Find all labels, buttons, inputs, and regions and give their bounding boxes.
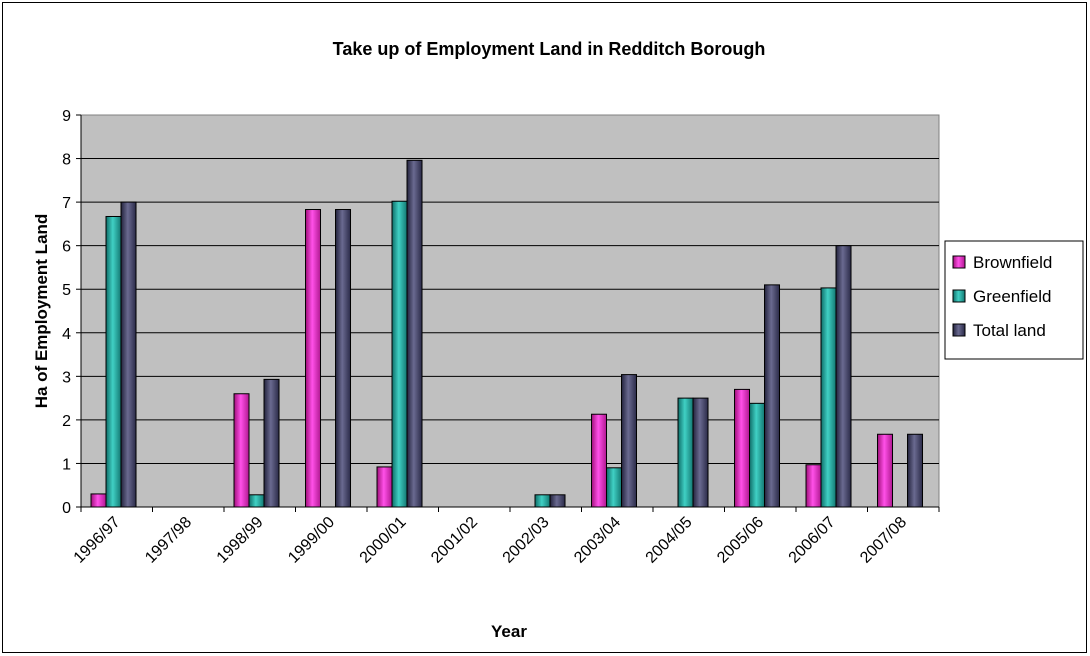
bar-total-land-2004-05 [692, 397, 709, 508]
x-tick-label: 2001/02 [428, 514, 481, 567]
y-tick-label: 2 [62, 413, 71, 430]
bar-greenfield-1998-99 [248, 494, 265, 508]
bar-brownfield-1996-97 [90, 493, 107, 508]
bar-total-land-1998-99 [263, 378, 280, 508]
bar-greenfield-2002-03 [534, 494, 551, 508]
bar-total-land-2002-03 [549, 494, 566, 508]
bar-brownfield-2000-01 [376, 466, 393, 508]
x-tick-label: 2006/07 [786, 514, 839, 567]
legend: Brownfield Greenfield Total land [944, 240, 1084, 360]
legend-swatch-brownfield [952, 255, 966, 269]
y-tick-label: 7 [62, 195, 71, 212]
bar-total-land-1996-97 [120, 201, 137, 508]
y-tick-label: 9 [62, 108, 71, 125]
plot-area [80, 114, 940, 508]
x-tick-label: 2007/08 [857, 514, 910, 567]
bar-brownfield-2003-04 [591, 413, 608, 508]
bar-greenfield-2000-01 [391, 200, 408, 508]
bar-greenfield-2003-04 [606, 467, 623, 508]
y-tick-label: 3 [62, 369, 71, 386]
y-tick-label: 4 [62, 326, 71, 343]
x-axis-label: Year [491, 622, 527, 641]
x-tick-label: 2004/05 [643, 514, 696, 567]
bar-total-land-2003-04 [621, 374, 638, 508]
x-tick-label: 1998/99 [214, 514, 267, 567]
y-tick-label: 1 [62, 456, 71, 473]
legend-label-greenfield: Greenfield [973, 287, 1051, 306]
legend-swatch-total-land [952, 323, 966, 337]
bar-greenfield-2006-07 [820, 287, 837, 508]
y-tick-label: 5 [62, 282, 71, 299]
x-tick-label: 2003/04 [571, 514, 624, 567]
bar-total-land-2006-07 [835, 245, 852, 508]
x-tick-label: 2002/03 [500, 514, 553, 567]
x-tick-label: 1996/97 [71, 514, 124, 567]
y-tick-label: 0 [62, 500, 71, 517]
bar-brownfield-2006-07 [805, 464, 822, 508]
y-axis: 0 1 2 3 4 5 6 7 8 9 [62, 108, 82, 517]
bar-brownfield-1999-00 [305, 209, 322, 508]
y-tick-label: 6 [62, 239, 71, 256]
y-tick-label: 8 [62, 152, 71, 169]
chart: Take up of Employment Land in Redditch B… [32, 39, 1084, 641]
bar-greenfield-2005-06 [749, 402, 766, 508]
x-tick-label: 2005/06 [714, 514, 767, 567]
bar-greenfield-2004-05 [677, 397, 694, 508]
legend-swatch-greenfield [952, 289, 966, 303]
bar-total-land-2005-06 [764, 284, 781, 508]
chart-title: Take up of Employment Land in Redditch B… [333, 39, 766, 59]
bar-brownfield-1998-99 [233, 393, 250, 508]
legend-box [944, 240, 1084, 360]
bar-brownfield-2005-06 [734, 388, 751, 508]
bar-total-land-2007-08 [907, 433, 924, 508]
legend-label-total-land: Total land [973, 321, 1046, 340]
x-tick-label: 1997/98 [142, 514, 195, 567]
bar-brownfield-2007-08 [877, 433, 894, 508]
bars [90, 159, 924, 508]
x-tick-label: 1999/00 [285, 514, 338, 567]
bar-total-land-2000-01 [406, 159, 423, 508]
legend-label-brownfield: Brownfield [973, 253, 1052, 272]
x-axis: 1996/97 1997/98 1998/99 1999/00 2000/01 2001/… [71, 506, 940, 567]
gridlines [81, 158, 939, 464]
bar-greenfield-1996-97 [105, 215, 122, 508]
y-axis-label: Ha of Employment Land [32, 214, 51, 409]
bar-total-land-1999-00 [335, 209, 352, 508]
x-tick-label: 2000/01 [357, 514, 410, 567]
